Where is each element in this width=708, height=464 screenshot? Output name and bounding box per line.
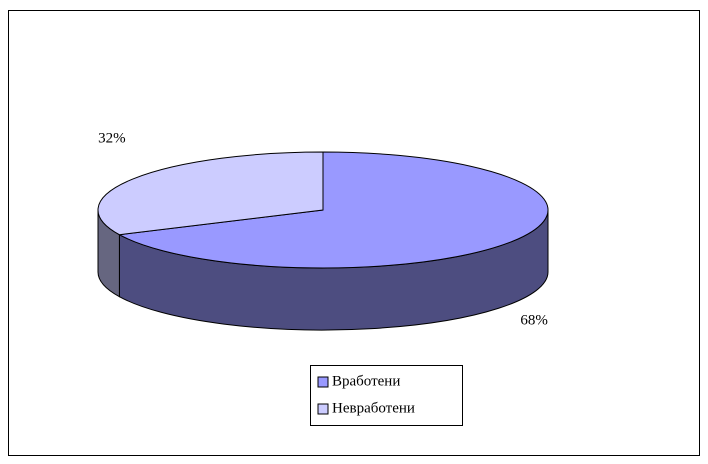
data-label: 32% <box>98 130 126 146</box>
pie-slice <box>117 151 549 269</box>
legend-swatch <box>317 403 329 415</box>
legend-box <box>310 365 463 426</box>
legend-label: Невработени <box>332 400 415 416</box>
legend-label: Вработени <box>332 373 400 389</box>
legend-swatch <box>317 376 329 388</box>
pie-slice <box>97 151 324 236</box>
pie <box>97 151 549 331</box>
data-label: 68% <box>520 313 548 329</box>
